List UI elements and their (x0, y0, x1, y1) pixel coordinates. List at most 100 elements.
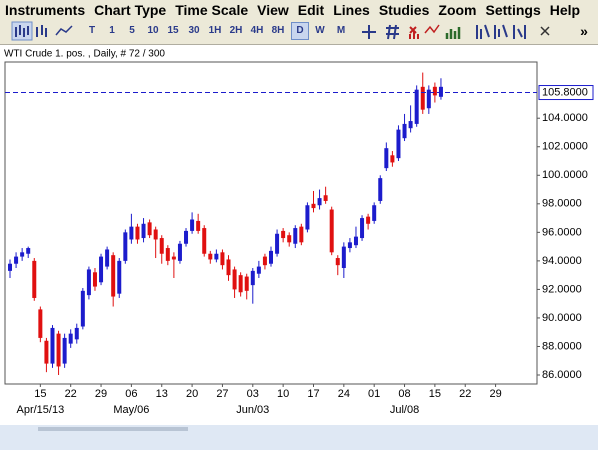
candle-body (353, 236, 358, 246)
chart: WTI Crude 1. pos. , Daily, # 72 / 300 86… (4, 49, 594, 416)
candle-body (111, 255, 116, 297)
candle-body (8, 263, 12, 271)
timeframe-button[interactable]: 15 (167, 25, 179, 36)
candle-body (14, 256, 19, 264)
candle-body (323, 195, 328, 201)
candle-body (117, 260, 122, 294)
y-tick-label: 88.0000 (542, 340, 582, 352)
candle-body (305, 205, 310, 230)
candle-body (396, 129, 401, 159)
timeframe-button[interactable]: 30 (188, 25, 200, 36)
line-icon[interactable] (55, 25, 73, 36)
timeframe-button[interactable]: M (336, 25, 346, 36)
candle-body (220, 252, 225, 266)
menu-item[interactable]: View (257, 1, 289, 18)
candle-body (105, 249, 110, 267)
x-tick-label: 13 (156, 388, 168, 400)
timeframe-button[interactable]: 5 (129, 25, 135, 36)
candle-body (232, 269, 237, 290)
candle-body (408, 121, 413, 129)
candle-body (135, 226, 140, 240)
period-label: Jul/08 (390, 404, 419, 416)
timeframe-button[interactable]: 8H (271, 25, 285, 36)
candle-body (26, 248, 31, 254)
candle-body (74, 327, 79, 340)
timeframe-button[interactable]: D (291, 22, 309, 40)
timeframe-button[interactable]: 10 (147, 25, 159, 36)
candle-body (50, 327, 55, 364)
menu-item[interactable]: Help (549, 1, 581, 18)
candle-body (341, 246, 346, 269)
menu-item[interactable]: Zoom (438, 1, 477, 18)
crosshair-icon[interactable] (362, 25, 376, 39)
candle-body (129, 226, 134, 240)
y-tick-label: 94.0000 (542, 255, 582, 267)
candle-body (256, 266, 261, 274)
reference-label: 105.8000 (542, 86, 588, 98)
candle-body (347, 242, 352, 249)
x-tick-label: 03 (247, 388, 259, 400)
candle-body (226, 259, 231, 276)
reference-label-box (538, 85, 594, 101)
candle-body (420, 86, 425, 110)
candle-body (287, 235, 292, 243)
candle-body (269, 250, 273, 264)
x-tick-label: 24 (338, 388, 350, 400)
y-tick-label: 98.0000 (542, 198, 582, 210)
menu-item[interactable]: Edit (297, 1, 325, 18)
candle-icon[interactable] (36, 25, 47, 37)
menu-item[interactable]: Instruments (5, 1, 86, 18)
overflow-button[interactable]: » (580, 23, 588, 39)
timeframe-button[interactable]: 4H (250, 25, 264, 36)
candle-body (159, 238, 164, 254)
candle-body (20, 252, 25, 257)
candle-body (378, 178, 383, 201)
candle-body (62, 337, 67, 364)
candle-body (384, 148, 389, 169)
candle-body (281, 230, 286, 239)
tool-icon[interactable] (409, 26, 419, 39)
x-tick-label: 15 (429, 388, 441, 400)
menu-item[interactable]: Chart Type (94, 1, 167, 18)
x-tick-label: 27 (216, 388, 228, 400)
x-tick-label: 08 (398, 388, 410, 400)
candle-body (366, 216, 371, 224)
grid-icon[interactable] (386, 24, 399, 40)
candle-body (184, 230, 189, 244)
candle-body (402, 123, 407, 139)
candle-body (165, 248, 170, 261)
scrollbar[interactable] (0, 425, 598, 450)
period-label: May/06 (113, 404, 149, 416)
chart-title: WTI Crude 1. pos. , Daily, # 72 / 300 (4, 49, 165, 60)
period-label: Apr/15/13 (16, 404, 64, 416)
menu-item[interactable]: Settings (485, 1, 541, 18)
volume-icon[interactable] (445, 27, 461, 39)
toolbar: T 1 5 10 15 30 1H 2H 4H 8H D W M» (0, 19, 598, 45)
x-tick-label: 29 (489, 388, 501, 400)
menu-item[interactable]: Time Scale (175, 1, 249, 18)
remove-icon[interactable] (540, 26, 550, 36)
candle-body (250, 270, 255, 286)
candle-body (38, 309, 43, 338)
menu-item[interactable]: Studies (378, 1, 430, 18)
study-icon[interactable] (476, 24, 526, 39)
timeframe-button[interactable]: W (315, 25, 325, 36)
timeframe-button[interactable]: 1 (109, 25, 115, 36)
timeframe-button[interactable]: 2H (229, 25, 243, 36)
x-tick-label: 06 (125, 388, 137, 400)
candle-body (390, 155, 395, 163)
plot-area (4, 61, 538, 385)
tool-icon[interactable] (424, 24, 440, 34)
menu-item[interactable]: Lines (333, 1, 370, 18)
timeframe-button[interactable]: 1H (208, 25, 222, 36)
candle-body (80, 290, 85, 327)
candle-body (214, 253, 219, 260)
candle-body (438, 86, 443, 97)
candle-body (147, 222, 152, 236)
scroll-thumb[interactable] (38, 427, 188, 431)
candle-body (99, 256, 104, 283)
y-tick-label: 90.0000 (542, 312, 582, 324)
timeframe-button[interactable]: T (88, 25, 96, 36)
candle-body (190, 219, 195, 231)
